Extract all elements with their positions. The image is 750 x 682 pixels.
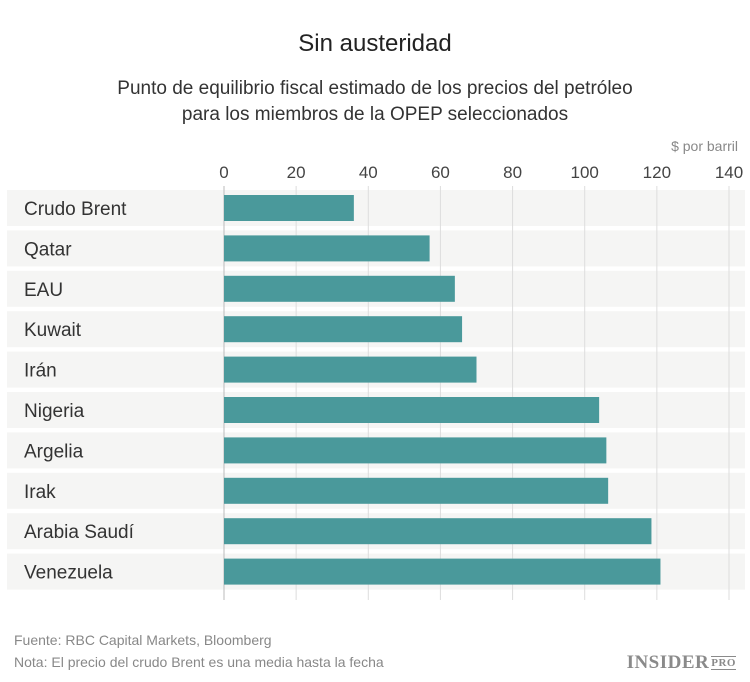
logo-main: INSIDER — [626, 652, 710, 673]
category-label: Kuwait — [24, 320, 82, 341]
insider-pro-logo: INSIDER PRO — [627, 652, 736, 674]
chart-subtitle: Punto de equilibrio fiscal estimado de l… — [0, 76, 750, 128]
bar — [224, 558, 661, 585]
tick-label: 60 — [431, 163, 450, 182]
bar — [224, 275, 455, 302]
subtitle-line: Punto de equilibrio fiscal estimado de l… — [117, 78, 633, 99]
category-label: Argelia — [24, 441, 84, 462]
category-label: Nigeria — [24, 401, 85, 422]
bar — [224, 518, 652, 545]
tick-label: 20 — [287, 163, 306, 182]
bar — [224, 397, 600, 423]
subtitle-line: para los miembros de la OPEP seleccionad… — [181, 104, 569, 125]
category-label: Venezuela — [24, 563, 113, 584]
bar — [224, 195, 354, 221]
tick-label: 120 — [643, 163, 671, 182]
category-label: Irak — [24, 482, 56, 503]
category-label: Qatar — [24, 239, 72, 260]
bar — [224, 437, 607, 464]
category-label: Arabia Saudí — [24, 522, 135, 543]
unit-label: $ por barril — [671, 138, 738, 154]
category-label: EAU — [24, 280, 63, 301]
logo-suffix: PRO — [711, 656, 736, 670]
category-label: Irán — [24, 361, 57, 382]
source-note: Fuente: RBC Capital Markets, Bloomberg — [14, 632, 272, 648]
tick-label: 0 — [219, 163, 228, 182]
footnote: Nota: El precio del crudo Brent es una m… — [14, 654, 384, 670]
bar — [224, 477, 609, 504]
category-label: Crudo Brent — [24, 199, 127, 220]
chart-title: Sin austeridad — [298, 30, 452, 57]
tick-label: 40 — [359, 163, 378, 182]
bar — [224, 356, 477, 383]
tick-label: 80 — [503, 163, 522, 182]
row-band — [7, 190, 745, 226]
tick-label: 100 — [571, 163, 599, 182]
bar — [224, 316, 463, 343]
bar — [224, 235, 430, 262]
tick-label: 140 — [715, 163, 743, 182]
